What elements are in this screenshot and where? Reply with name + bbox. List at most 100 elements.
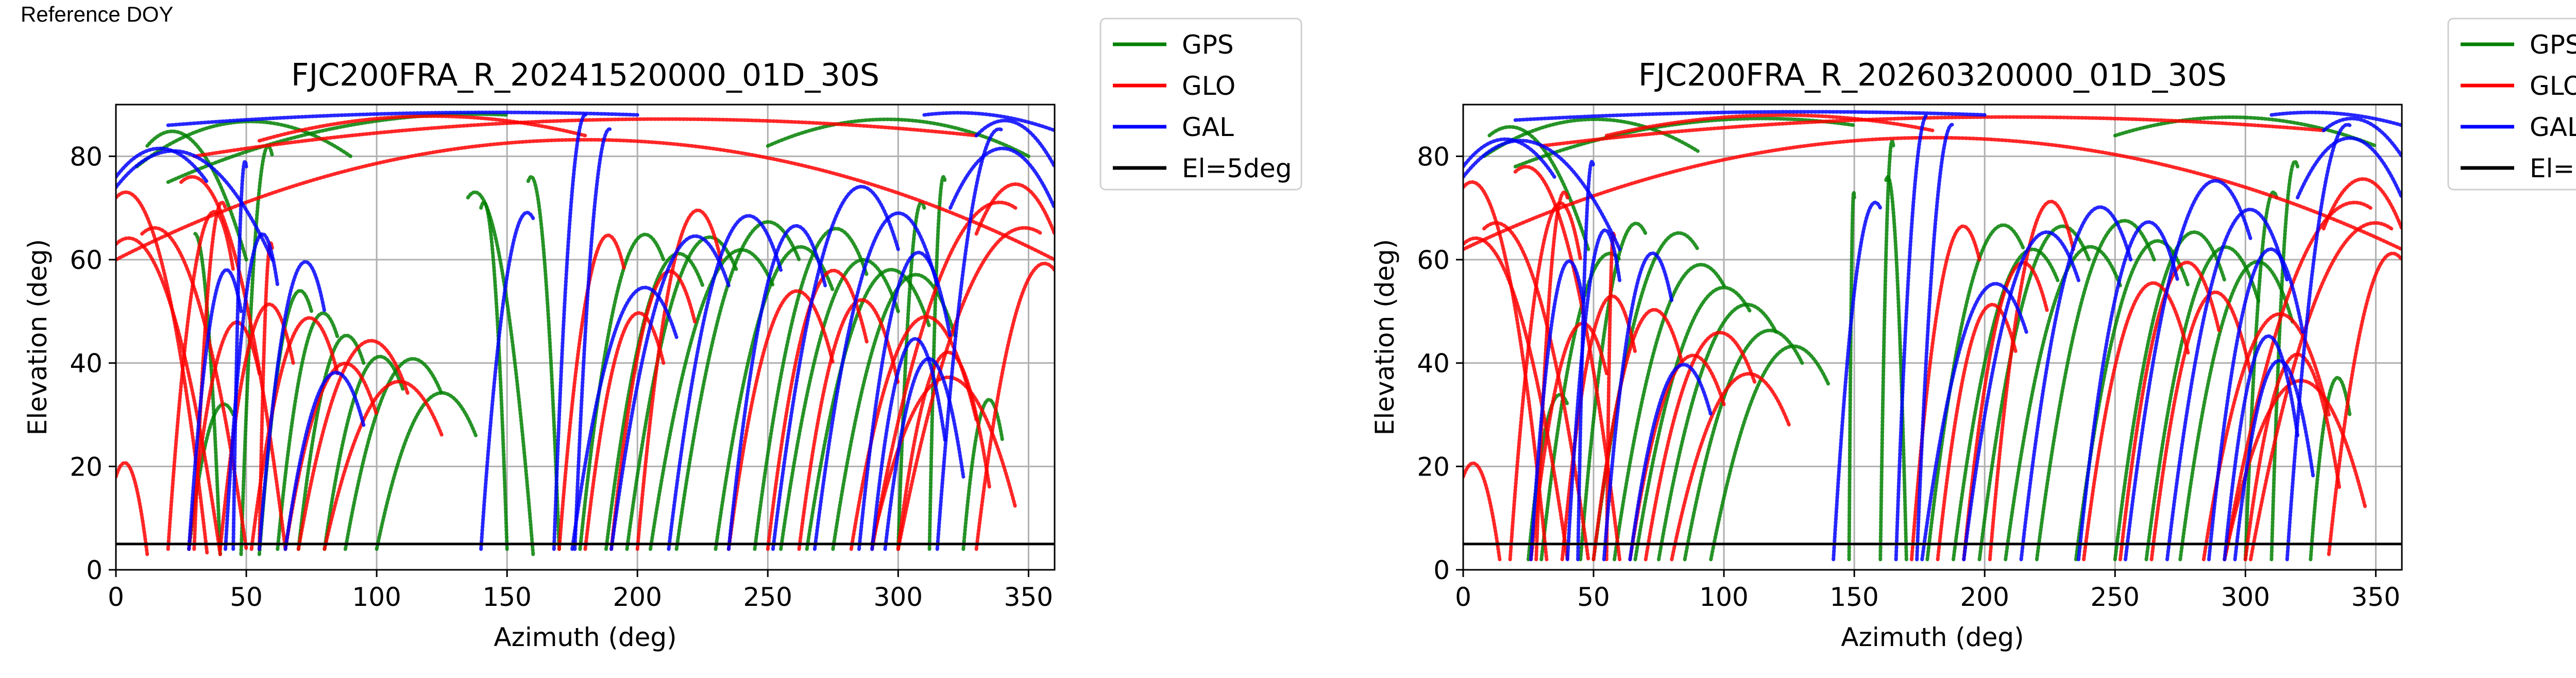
series-gal-arc bbox=[2165, 208, 2289, 562]
series-gal-arc bbox=[771, 184, 900, 551]
series-gal-arc bbox=[1576, 160, 1596, 562]
series-gps-arc bbox=[766, 117, 1030, 158]
series-gps-arc bbox=[2035, 218, 2156, 562]
legend-label: El=5deg bbox=[1182, 154, 1292, 183]
series-gps-arc bbox=[896, 200, 926, 551]
data-layer bbox=[1463, 110, 2402, 562]
x-tick-label: 300 bbox=[2221, 582, 2270, 612]
x-tick-label: 50 bbox=[1577, 582, 1610, 612]
series-glo-arc bbox=[1534, 190, 1569, 562]
x-tick-label: 250 bbox=[743, 582, 792, 612]
series-gps-arc bbox=[2178, 260, 2294, 562]
chart-1: 0 50 100 150 200 250 300 350 0 20 40 60 80 FJC200FRA_… bbox=[23, 18, 1302, 652]
legend-label: GPS bbox=[1182, 30, 1234, 60]
series-glo-arc bbox=[974, 262, 1055, 551]
series-glo-arc bbox=[2327, 251, 2402, 556]
y-axis-label: Elevation (deg) bbox=[23, 239, 53, 435]
series-glo-arc bbox=[896, 350, 991, 551]
series-gps-arc bbox=[1709, 344, 1831, 562]
series-gal-arc bbox=[2207, 247, 2305, 562]
series-glo-arc bbox=[1539, 115, 2326, 148]
series-glo-arc bbox=[2149, 291, 2252, 562]
series-gal-arc bbox=[1894, 113, 1929, 562]
series-gal-arc bbox=[570, 285, 679, 551]
series-gps-arc bbox=[805, 268, 931, 551]
series-gps-arc bbox=[625, 235, 739, 551]
series-gps-arc bbox=[578, 232, 666, 551]
legend-label: GPS bbox=[2530, 30, 2576, 60]
x-tick-label: 350 bbox=[2351, 582, 2400, 612]
series-glo-arc bbox=[1513, 165, 1622, 562]
series-gps-arc bbox=[166, 112, 509, 184]
series-glo-arc bbox=[870, 200, 1018, 551]
legend: GPS GLO GAL El=5deg bbox=[2447, 18, 2576, 191]
series-gal-arc bbox=[2321, 116, 2402, 158]
series-gps-arc bbox=[343, 357, 444, 551]
series-gal-arc bbox=[1529, 259, 1585, 562]
series-gps-arc bbox=[961, 398, 1005, 551]
y-tick-label: 80 bbox=[70, 142, 103, 172]
x-tick-label: 300 bbox=[874, 582, 923, 612]
series-glo-arc bbox=[1604, 113, 1935, 138]
series-gal-arc bbox=[935, 127, 1005, 551]
series-gal-arc bbox=[224, 232, 280, 551]
series-gal-arc bbox=[2019, 205, 2133, 562]
series-glo-arc bbox=[2248, 221, 2394, 562]
legend-label: GAL bbox=[1182, 112, 1234, 142]
series-gal-arc bbox=[2296, 136, 2402, 200]
y-tick-label: 80 bbox=[1417, 142, 1450, 172]
series-gps-arc bbox=[1884, 175, 1908, 562]
series-gps-arc bbox=[375, 391, 478, 551]
series-glo-arc bbox=[257, 241, 275, 551]
legend-label: GLO bbox=[2530, 71, 2576, 101]
series-glo-arc bbox=[192, 117, 978, 158]
series-glo-arc bbox=[116, 236, 222, 556]
x-tick-label: 50 bbox=[230, 582, 263, 612]
series-glo-arc bbox=[1463, 180, 1549, 562]
series-glo-arc bbox=[1463, 461, 1502, 562]
chart-title: FJC200FRA_R_20260320000_01D_30S bbox=[1638, 57, 2227, 93]
series-gps-arc bbox=[1579, 222, 1648, 562]
series-gps-arc bbox=[674, 220, 801, 551]
y-tick-label: 60 bbox=[70, 245, 103, 275]
series-gal-arc bbox=[1832, 200, 1883, 562]
series-gal-arc bbox=[1628, 363, 1713, 562]
chart-title: FJC200FRA_R_20241520000_01D_30S bbox=[291, 57, 879, 93]
legend-box bbox=[2447, 18, 2576, 191]
series-gal-arc bbox=[2233, 359, 2315, 562]
series-gal-arc bbox=[857, 250, 953, 551]
x-tick-label: 0 bbox=[1455, 582, 1471, 612]
series-gal-arc bbox=[726, 224, 827, 551]
y-tick-label: 20 bbox=[70, 452, 103, 482]
series-gps-arc bbox=[2113, 230, 2227, 562]
series-gps-arc bbox=[526, 175, 561, 551]
series-gal-arc bbox=[974, 118, 1055, 168]
series-glo-arc bbox=[766, 268, 869, 551]
series-gps-arc bbox=[466, 190, 535, 556]
y-axis-label: Elevation (deg) bbox=[1370, 239, 1400, 435]
series-gps-arc bbox=[1613, 263, 1726, 562]
plot-frame bbox=[115, 104, 1056, 571]
series-glo-arc bbox=[557, 233, 626, 551]
series-glo-arc bbox=[635, 208, 723, 551]
series-gal-arc bbox=[667, 214, 783, 551]
series-glo-arc bbox=[1670, 372, 1791, 562]
series-gps-arc bbox=[1513, 116, 1856, 168]
series-gps-arc bbox=[2004, 245, 2122, 562]
x-tick-label: 250 bbox=[2091, 582, 2140, 612]
legend-label: El=5deg bbox=[2530, 154, 2576, 183]
x-tick-label: 200 bbox=[1960, 582, 2009, 612]
series-glo-arc bbox=[1988, 199, 2075, 562]
series-glo-arc bbox=[1508, 201, 1583, 562]
y-tick-label: 60 bbox=[1417, 245, 1450, 275]
series-glo-arc bbox=[2082, 281, 2190, 562]
series-gps-arc bbox=[323, 354, 405, 551]
y-tick-label: 20 bbox=[1417, 452, 1450, 482]
series-glo-arc bbox=[2243, 352, 2342, 562]
series-glo-arc bbox=[192, 200, 228, 551]
series-gal-arc bbox=[2269, 110, 2402, 127]
reference-doy-note: Reference DOY bbox=[21, 2, 174, 26]
series-gal-arc bbox=[1565, 228, 1622, 562]
series-gal-arc bbox=[116, 149, 275, 262]
